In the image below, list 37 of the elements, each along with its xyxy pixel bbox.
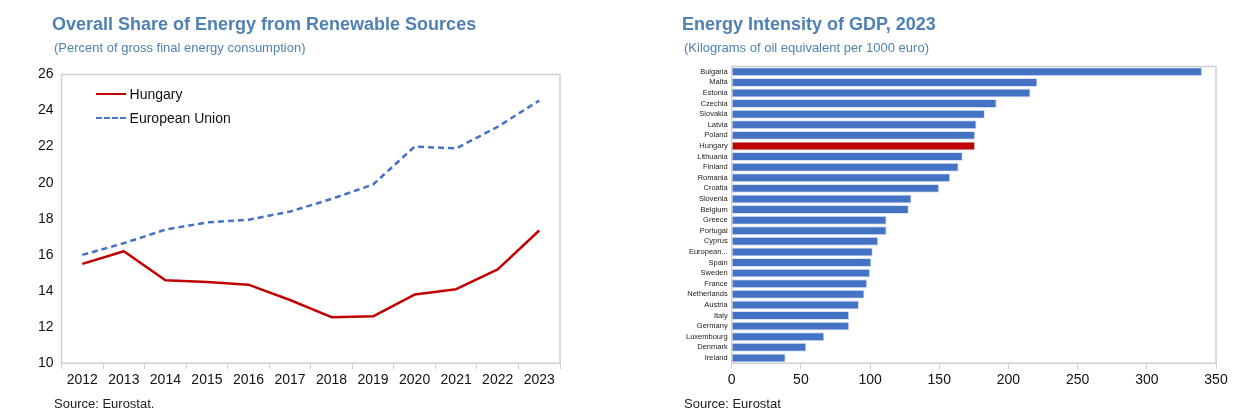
legend-label: European Union [129,110,231,127]
y-tick-label: 14 [37,281,54,298]
chart-subtitle: (Kilograms of oil equivalent per 1000 euro) [684,40,929,55]
x-tick-label: 2020 [399,371,431,388]
x-tick-label: 2017 [274,371,306,388]
y-tick-label: 24 [37,101,54,118]
y-tick-label: 20 [37,173,54,190]
x-tick-label: 100 [858,371,882,388]
x-tick-label: 2012 [66,371,99,388]
x-tick-label: 200 [996,371,1021,388]
chart-title: Energy Intensity of GDP, 2023 [682,14,936,35]
x-tick-label: 2015 [191,371,223,388]
x-tick-label: 300 [1135,371,1159,388]
x-tick-label: 2016 [232,371,265,388]
y-tick-label: 26 [37,65,54,82]
x-tick-label: 2021 [440,371,472,388]
y-tick-label: 22 [37,137,54,154]
legend-label: Hungary [129,86,183,103]
x-tick-label: 2018 [315,371,348,388]
x-tick-label: 2022 [482,371,514,388]
y-tick-label: 16 [37,245,54,262]
x-tick-label: 50 [793,371,809,388]
x-tick-label: 2023 [523,371,556,388]
y-tick-label: 12 [37,317,54,334]
source-note: Source: Eurostat. [54,396,155,411]
chart-subtitle: (Percent of gross final energy consumption) [54,40,306,55]
x-tick-label: 150 [927,371,952,388]
y-tick-label: 18 [37,209,54,226]
x-tick-label: 2019 [357,371,389,388]
source-note: Source: Eurostat [684,396,781,411]
x-tick-label: 2013 [108,371,140,388]
chart-title: Overall Share of Energy from Renewable Sources [52,14,477,35]
x-tick-label: 350 [1204,371,1228,388]
x-tick-label: 250 [1065,371,1090,388]
y-tick-label: 10 [37,354,54,371]
x-tick-label: 2014 [149,371,182,388]
x-tick-label: 0 [727,371,736,388]
